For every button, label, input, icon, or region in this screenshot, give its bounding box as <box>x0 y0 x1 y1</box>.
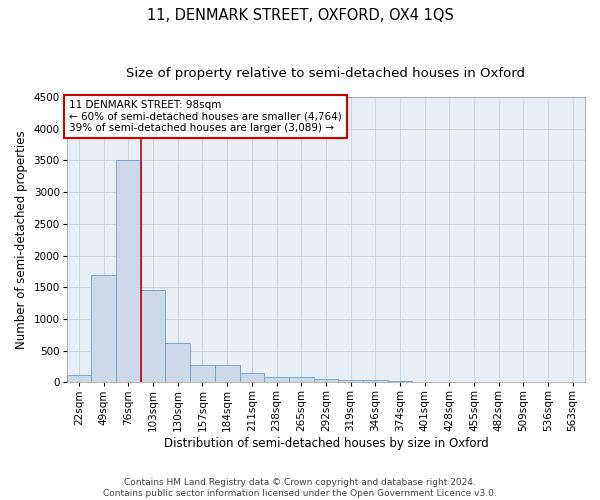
Bar <box>215 365 239 382</box>
Y-axis label: Number of semi-detached properties: Number of semi-detached properties <box>15 130 28 349</box>
Bar <box>116 160 141 382</box>
Bar <box>314 379 338 382</box>
Bar <box>239 374 264 382</box>
Bar <box>67 376 91 382</box>
Bar <box>264 376 289 382</box>
Bar <box>166 343 190 382</box>
Bar <box>141 290 166 382</box>
Text: 11 DENMARK STREET: 98sqm
← 60% of semi-detached houses are smaller (4,764)
39% o: 11 DENMARK STREET: 98sqm ← 60% of semi-d… <box>70 100 342 133</box>
X-axis label: Distribution of semi-detached houses by size in Oxford: Distribution of semi-detached houses by … <box>163 437 488 450</box>
Bar <box>338 380 363 382</box>
Text: 11, DENMARK STREET, OXFORD, OX4 1QS: 11, DENMARK STREET, OXFORD, OX4 1QS <box>146 8 454 22</box>
Bar <box>363 380 388 382</box>
Text: Contains HM Land Registry data © Crown copyright and database right 2024.
Contai: Contains HM Land Registry data © Crown c… <box>103 478 497 498</box>
Bar <box>289 378 314 382</box>
Bar <box>190 364 215 382</box>
Title: Size of property relative to semi-detached houses in Oxford: Size of property relative to semi-detach… <box>127 68 526 80</box>
Bar <box>91 274 116 382</box>
